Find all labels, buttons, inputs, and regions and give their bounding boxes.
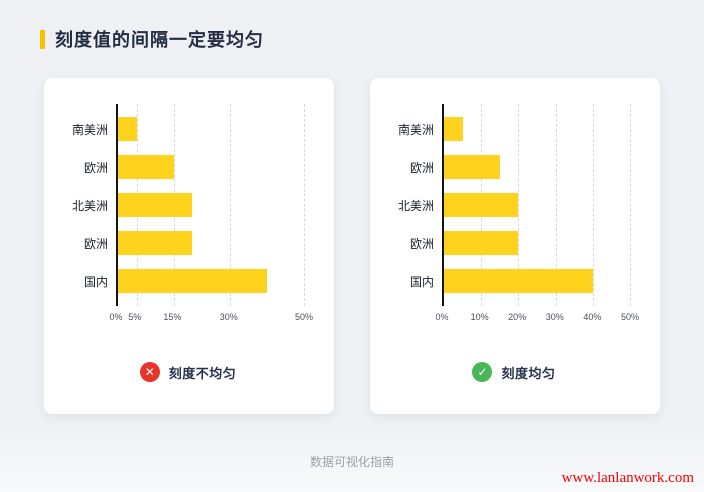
chart-row (118, 224, 304, 262)
chart-body: 南美洲 欧洲 北美洲 欧洲 国内 (386, 104, 642, 306)
category-label: 欧洲 (409, 160, 434, 175)
category-label: 欧洲 (83, 160, 108, 175)
chart-row (118, 110, 304, 148)
bar (444, 231, 519, 255)
chart-row (444, 186, 630, 224)
tick-label: 0% (435, 312, 449, 322)
tick-label: 20% (508, 312, 527, 322)
chart-body: 南美洲 欧洲 北美洲 欧洲 国内 (60, 104, 316, 306)
x-axis: 0% 10% 20% 30% 40% 50% (386, 306, 642, 328)
category-label: 国内 (409, 274, 434, 289)
bar (444, 193, 519, 217)
page-header: 刻度值的间隔一定要均匀 (0, 0, 704, 52)
page-title: 刻度值的间隔一定要均匀 (55, 30, 264, 50)
tick-label: 40% (583, 312, 602, 322)
tick-label: 15% (163, 312, 182, 322)
chart-card-uniform: 南美洲 欧洲 北美洲 欧洲 国内 0% 10% 20% 30% 40% 50% ✓ 刻度均匀 (370, 78, 660, 414)
chart-row (118, 148, 304, 186)
bar (444, 269, 593, 293)
axis-spacer (60, 306, 116, 328)
axis-ticks: 0% 10% 20% 30% 40% 50% (435, 310, 639, 328)
gridline (630, 104, 631, 306)
axis-spacer (386, 306, 442, 328)
tick-label: 50% (294, 312, 314, 322)
category-label: 欧洲 (409, 236, 434, 251)
gridline (229, 104, 231, 306)
bar (118, 231, 193, 255)
bar (118, 117, 137, 141)
cards-container: 南美洲 欧洲 北美洲 欧洲 国内 0% 5% 15% 30% 50% ✕ 刻度不均匀 南美洲 欧洲… (44, 78, 660, 414)
bar-chart-uniform: 南美洲 欧洲 北美洲 欧洲 国内 0% 10% 20% 30% 40% 50% (386, 104, 642, 328)
category-label: 北美洲 (397, 198, 434, 213)
tick-label: 0% (109, 312, 123, 322)
badge-wrong-label: 刻度不均匀 (168, 365, 237, 381)
watermark: www.lanlanwork.com (561, 470, 694, 486)
gridline (555, 104, 557, 306)
tick-label: 10% (470, 312, 489, 322)
chart-row (444, 148, 630, 186)
bar (444, 155, 500, 179)
chart-row (118, 262, 304, 300)
chart-row (444, 262, 630, 300)
tick-label: 30% (545, 312, 564, 322)
bar (118, 193, 193, 217)
gridline (592, 104, 594, 306)
badge-wrong: ✕ 刻度不均匀 (60, 362, 316, 382)
plot-area (116, 104, 305, 306)
badge-correct-label: 刻度均匀 (501, 365, 556, 381)
chart-row (118, 186, 304, 224)
x-axis: 0% 5% 15% 30% 50% (60, 306, 316, 328)
plot-area (442, 104, 631, 306)
chart-row (444, 224, 630, 262)
bar (444, 117, 463, 141)
title-accent-bar (40, 29, 45, 49)
gridline (518, 104, 520, 306)
category-label: 北美洲 (71, 198, 108, 213)
footer-caption: 数据可视化指南 (309, 455, 394, 469)
category-label: 南美洲 (71, 122, 108, 137)
tick-label: 5% (128, 312, 142, 322)
bar (118, 155, 174, 179)
category-labels: 南美洲 欧洲 北美洲 欧洲 国内 (386, 104, 442, 306)
category-label: 南美洲 (397, 122, 434, 137)
bar-chart-nonuniform: 南美洲 欧洲 北美洲 欧洲 国内 0% 5% 15% 30% 50% (60, 104, 316, 328)
gridline (304, 104, 305, 306)
chart-row (444, 110, 630, 148)
chart-card-nonuniform: 南美洲 欧洲 北美洲 欧洲 国内 0% 5% 15% 30% 50% ✕ 刻度不均匀 (44, 78, 334, 414)
category-labels: 南美洲 欧洲 北美洲 欧洲 国内 (60, 104, 116, 306)
category-label: 欧洲 (83, 236, 108, 251)
badge-correct: ✓ 刻度均匀 (386, 362, 642, 382)
category-label: 国内 (83, 274, 108, 289)
x-circle-icon: ✕ (139, 362, 160, 382)
tick-label: 50% (620, 312, 640, 322)
check-circle-icon: ✓ (472, 362, 493, 382)
axis-ticks: 0% 5% 15% 30% 50% (109, 310, 313, 328)
tick-label: 30% (219, 312, 238, 322)
bar (118, 269, 267, 293)
